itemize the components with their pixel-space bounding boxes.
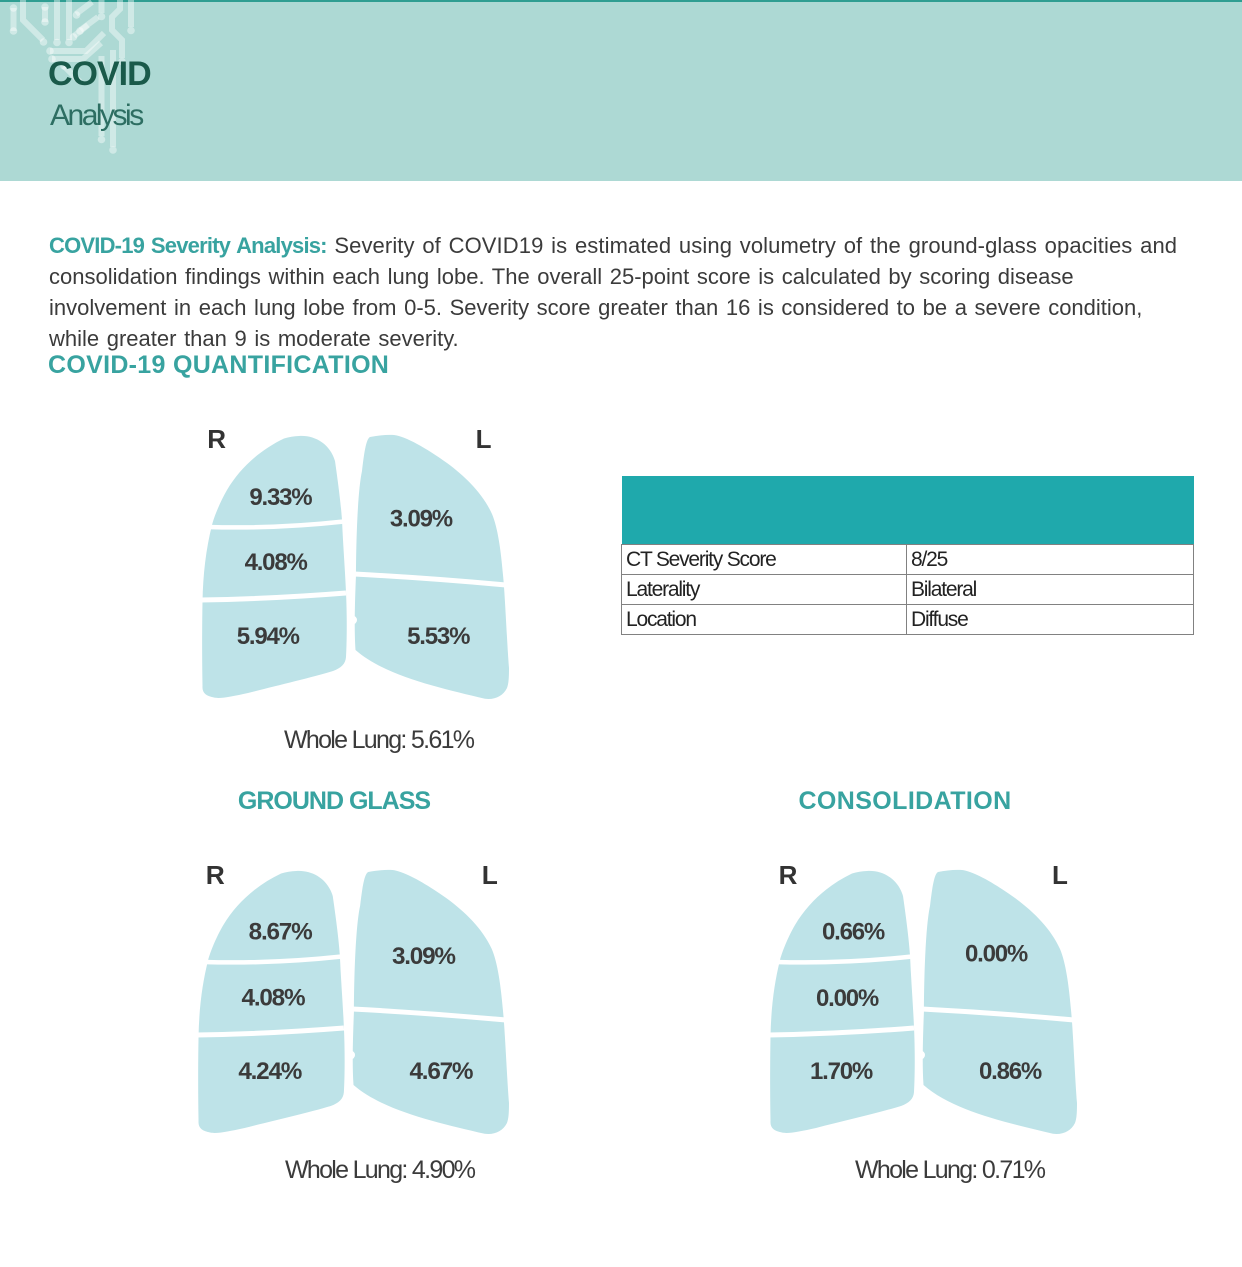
svg-text:R: R	[207, 424, 226, 454]
svg-text:L: L	[482, 860, 498, 890]
svg-text:0.00%: 0.00%	[965, 941, 1028, 968]
svg-text:0.86%: 0.86%	[979, 1058, 1042, 1085]
svg-text:4.08%: 4.08%	[242, 985, 306, 1012]
svg-text:5.94%: 5.94%	[237, 623, 300, 650]
svg-text:3.09%: 3.09%	[392, 943, 456, 970]
svg-text:0.66%: 0.66%	[822, 919, 885, 946]
svg-text:4.08%: 4.08%	[245, 549, 308, 576]
svg-text:0.00%: 0.00%	[816, 985, 879, 1012]
svg-text:9.33%: 9.33%	[249, 484, 312, 511]
svg-text:4.67%: 4.67%	[410, 1058, 474, 1085]
svg-text:4.24%: 4.24%	[238, 1058, 302, 1085]
svg-text:R: R	[206, 860, 225, 890]
svg-text:L: L	[476, 424, 492, 454]
svg-text:R: R	[779, 860, 798, 890]
svg-text:8.67%: 8.67%	[249, 919, 313, 946]
svg-text:L: L	[1052, 860, 1068, 890]
svg-text:5.53%: 5.53%	[407, 623, 470, 650]
svg-text:3.09%: 3.09%	[390, 506, 453, 533]
svg-text:1.70%: 1.70%	[810, 1058, 873, 1085]
